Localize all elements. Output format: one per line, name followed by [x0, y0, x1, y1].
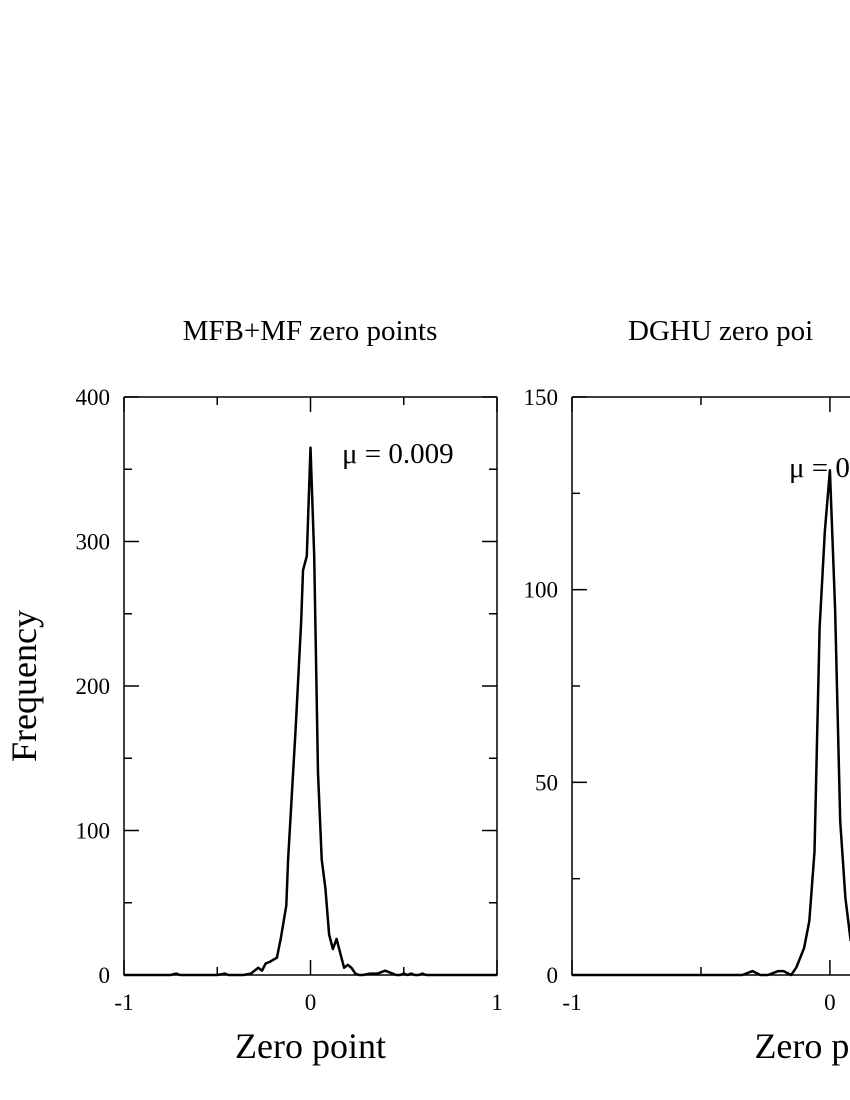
dghu-ytick-label: 50 — [535, 770, 558, 795]
mfb-data-point — [384, 969, 386, 972]
dghu-data-point — [759, 974, 762, 976]
mfb-ytick-label: 0 — [99, 963, 111, 988]
mfb-data-point — [250, 972, 252, 975]
mfb-data-point — [257, 966, 260, 969]
mfb-data-point — [235, 974, 237, 976]
dghu-data-point — [813, 850, 816, 853]
mfb-data-point — [242, 974, 245, 976]
mfb-data-point — [496, 974, 498, 976]
mfb-chart-title: MFB+MF zero points — [183, 315, 438, 347]
y-axis-label: Frequency — [4, 610, 44, 762]
dghu-xtick-label: -1 — [562, 990, 581, 1015]
dghu-ytick-label: 150 — [524, 385, 559, 410]
dghu-chart-title: DGHU zero poi — [628, 315, 813, 347]
dghu-data-point — [571, 974, 573, 976]
mfb-mean-annotation: μ = 0.009 — [342, 438, 454, 470]
mfb-data-point — [347, 964, 349, 966]
mfb-data-point — [264, 962, 267, 965]
mfb-xtick-label: 0 — [305, 990, 317, 1015]
mfb-data-point — [305, 555, 308, 557]
dghu-data-point — [725, 974, 728, 976]
mfb-ytick-label: 300 — [76, 530, 111, 555]
dghu-data-point — [803, 947, 805, 949]
mfb-data-point — [179, 974, 181, 976]
mfb-data-point — [276, 956, 278, 959]
mfb-data-point — [421, 972, 424, 975]
mfb-data-point — [358, 974, 360, 976]
dghu-ytick-label: 0 — [547, 963, 559, 988]
mfb-data-point — [328, 933, 330, 936]
mfb-ytick-label: 400 — [76, 385, 111, 410]
mfb-data-point — [410, 972, 413, 975]
mfb-data-point — [369, 972, 371, 975]
mfb-data-point — [169, 974, 172, 976]
dghu-xtick-label: 0 — [824, 990, 836, 1015]
dghu-ytick-label: 100 — [524, 578, 559, 603]
dghu-data-point — [839, 820, 842, 822]
mfb-data-point — [414, 974, 416, 976]
mfb-data-point — [300, 620, 302, 622]
mfb-data-point — [395, 974, 398, 976]
dghu-series-line — [572, 468, 850, 977]
mfb-data-point — [399, 974, 401, 976]
dghu-data-point — [767, 974, 769, 976]
dghu-data-point — [829, 469, 831, 472]
mfb-data-point — [285, 904, 288, 907]
mfb-data-point — [309, 446, 312, 449]
dghu-data-point — [823, 531, 826, 533]
mfb-data-point — [227, 974, 230, 976]
dghu-data-point — [777, 970, 780, 972]
mfb-xtick-label: 1 — [491, 990, 503, 1015]
mfb-data-point — [332, 948, 334, 950]
mfb-ytick-label: 100 — [76, 819, 111, 844]
dghu-data-point — [834, 608, 836, 610]
mfb-data-point — [361, 974, 364, 976]
mfb-x-axis-label: Zero point — [235, 1026, 386, 1066]
mfb-data-point — [343, 966, 345, 969]
mfb-data-point — [302, 569, 304, 572]
mfb-data-point — [261, 969, 263, 972]
mfb-data-point — [268, 961, 271, 963]
mfb-data-point — [317, 771, 319, 774]
mfb-data-point — [402, 972, 405, 975]
mfb-data-point — [425, 974, 427, 976]
mfb-data-point — [391, 972, 394, 975]
mfb-data-point — [406, 974, 409, 976]
mfb-data-point — [175, 972, 178, 975]
dghu-data-point — [808, 920, 811, 922]
mfb-data-point — [320, 858, 323, 861]
dghu-data-point — [741, 974, 744, 976]
mfb-data-point — [324, 887, 327, 890]
dghu-mean-annotation: μ = 0 — [789, 452, 850, 484]
mfb-data-point — [376, 972, 379, 975]
mfb-xtick-label: -1 — [114, 990, 133, 1015]
mfb-data-point — [279, 938, 282, 940]
mfb-data-point — [123, 974, 125, 976]
mfb-data-point — [354, 972, 357, 975]
mfb-data-point — [223, 972, 226, 975]
dghu-data-point — [782, 970, 785, 972]
mfb-data-point — [339, 952, 342, 955]
dghu-data-point — [795, 966, 798, 969]
mfb-data-point — [216, 974, 219, 976]
mfb-data-point — [294, 728, 297, 731]
mfb-data-point — [335, 938, 338, 940]
mfb-data-point — [313, 555, 316, 557]
mfb-ytick-label: 200 — [76, 674, 111, 699]
dghu-data-point — [844, 897, 847, 899]
dghu-data-point — [818, 627, 821, 629]
dghu-data-point — [751, 970, 754, 972]
mfb-series-line — [124, 446, 497, 977]
mfb-data-point — [287, 858, 289, 861]
mfb-data-point — [350, 966, 353, 969]
mfb-data-point — [417, 974, 420, 976]
dghu-data-point — [790, 974, 793, 976]
dghu-x-axis-label: Zero point — [754, 1026, 850, 1066]
